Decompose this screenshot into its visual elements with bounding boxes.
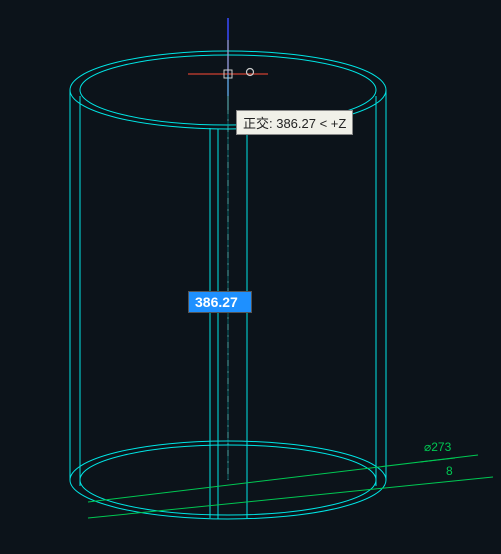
distance-input[interactable]: 386.27	[188, 291, 252, 313]
dim-line-diameter	[88, 455, 478, 502]
cad-viewport[interactable]: 正交: 386.27 < +Z 386.27 ⌀273 8	[0, 0, 501, 554]
ortho-tooltip: 正交: 386.27 < +Z	[236, 110, 353, 135]
dim-diameter-label: ⌀273	[424, 440, 451, 454]
drawing-svg	[0, 0, 501, 554]
dim-thickness-label: 8	[446, 464, 453, 478]
dim-leader	[420, 458, 455, 462]
